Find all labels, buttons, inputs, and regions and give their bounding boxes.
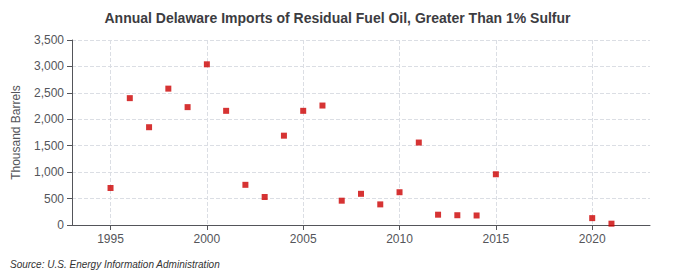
svg-text:2020: 2020: [579, 232, 606, 246]
svg-text:2010: 2010: [386, 232, 413, 246]
svg-text:2,500: 2,500: [34, 86, 64, 100]
svg-text:500: 500: [44, 192, 64, 206]
svg-text:3,500: 3,500: [34, 33, 64, 47]
svg-text:Annual Delaware Imports of Res: Annual Delaware Imports of Residual Fuel…: [105, 10, 572, 26]
svg-text:2000: 2000: [194, 232, 221, 246]
svg-text:Source: U.S. Energy Informatio: Source: U.S. Energy Information Administ…: [10, 259, 220, 270]
svg-text:0: 0: [57, 218, 64, 232]
svg-text:2005: 2005: [290, 232, 317, 246]
svg-text:3,000: 3,000: [34, 59, 64, 73]
svg-text:2015: 2015: [483, 232, 510, 246]
svg-text:1,500: 1,500: [34, 139, 64, 153]
svg-text:2,000: 2,000: [34, 112, 64, 126]
svg-text:1995: 1995: [97, 232, 124, 246]
svg-text:1,000: 1,000: [34, 165, 64, 179]
svg-text:Thousand Barrels: Thousand Barrels: [9, 85, 23, 180]
